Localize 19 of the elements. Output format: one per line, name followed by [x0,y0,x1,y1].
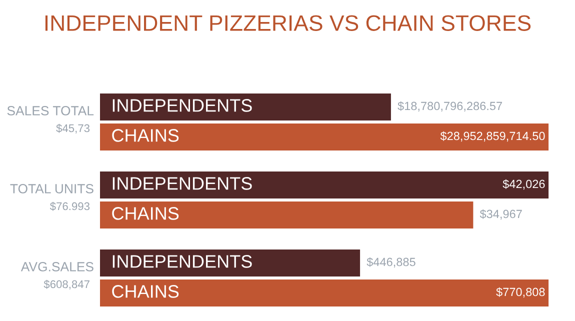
text: $76.993 [50,202,90,211]
data-label: $18,780,796,286.57 [398,101,502,112]
y-axis-title: TOTAL UNITS [10,184,94,194]
text: $45,73 [56,124,90,134]
chart-title: INDEPENDENT PIZZERIAS VS CHAIN STORES [45,15,531,31]
data-label: $446,885 [366,257,416,268]
text: $608,847 [44,280,90,290]
y-tick-label: CHAINS [112,285,179,298]
data-label: $34,967 [480,209,522,220]
y-tick-label: CHAINS [112,207,179,220]
y-tick-label: CHAINS [112,129,179,142]
y-tick-label: INDEPENDENTS [112,255,252,268]
y-axis-title: AVG.SALES [20,262,94,272]
y-tick-label: INDEPENDENTS [112,99,252,112]
data-label: $42,026 [502,179,545,190]
y-axis-title: SALES TOTAL [7,106,94,116]
data-label: $770,808 [496,287,545,298]
data-label: $28,952,859,714.50 [440,131,545,142]
y-tick-label: INDEPENDENTS [112,177,252,190]
